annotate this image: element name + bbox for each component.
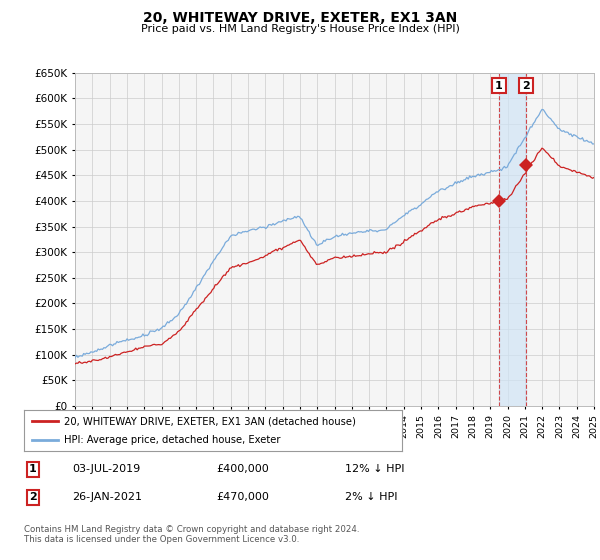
Text: 2: 2	[29, 492, 37, 502]
Text: 20, WHITEWAY DRIVE, EXETER, EX1 3AN: 20, WHITEWAY DRIVE, EXETER, EX1 3AN	[143, 11, 457, 25]
Text: 1: 1	[495, 81, 503, 91]
Text: 12% ↓ HPI: 12% ↓ HPI	[345, 464, 404, 474]
Text: 03-JUL-2019: 03-JUL-2019	[72, 464, 140, 474]
Text: Price paid vs. HM Land Registry's House Price Index (HPI): Price paid vs. HM Land Registry's House …	[140, 24, 460, 34]
Text: HPI: Average price, detached house, Exeter: HPI: Average price, detached house, Exet…	[64, 435, 280, 445]
Text: 2: 2	[522, 81, 530, 91]
Text: 26-JAN-2021: 26-JAN-2021	[72, 492, 142, 502]
Text: 2% ↓ HPI: 2% ↓ HPI	[345, 492, 398, 502]
Text: 20, WHITEWAY DRIVE, EXETER, EX1 3AN (detached house): 20, WHITEWAY DRIVE, EXETER, EX1 3AN (det…	[64, 417, 356, 426]
Bar	[499, 73, 526, 406]
Text: £470,000: £470,000	[216, 492, 269, 502]
Text: Contains HM Land Registry data © Crown copyright and database right 2024.
This d: Contains HM Land Registry data © Crown c…	[24, 525, 359, 544]
Text: 1: 1	[29, 464, 37, 474]
Text: £400,000: £400,000	[216, 464, 269, 474]
